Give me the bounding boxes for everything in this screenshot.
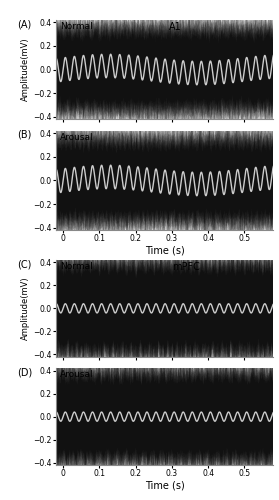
Text: (C): (C) (17, 259, 31, 269)
Y-axis label: Amplitude(mV): Amplitude(mV) (21, 276, 30, 340)
Text: (A): (A) (17, 19, 31, 29)
Text: Arousal: Arousal (60, 133, 94, 142)
X-axis label: Time (s): Time (s) (145, 481, 184, 491)
Text: A1: A1 (169, 22, 182, 32)
X-axis label: Time (s): Time (s) (145, 246, 184, 256)
Text: (D): (D) (17, 368, 32, 378)
Text: mPFC: mPFC (172, 262, 200, 272)
Text: Arousal: Arousal (60, 370, 94, 379)
Text: (B): (B) (17, 130, 31, 140)
Y-axis label: Amplitude(mV): Amplitude(mV) (21, 38, 30, 102)
Text: Normal: Normal (60, 262, 93, 271)
Text: Normal: Normal (60, 22, 93, 31)
